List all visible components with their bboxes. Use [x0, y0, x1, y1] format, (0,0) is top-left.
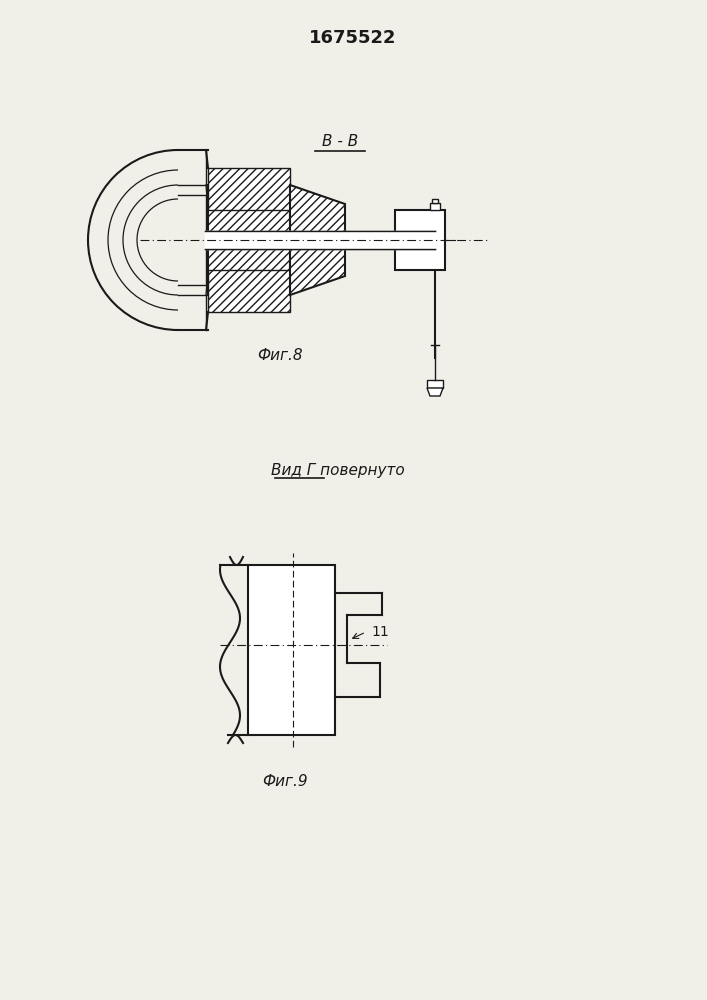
- Bar: [395, 210, 445, 270]
- Text: 1675522: 1675522: [309, 29, 397, 47]
- Bar: [208, 168, 290, 210]
- Bar: [427, 380, 443, 388]
- Text: Фиг.9: Фиг.9: [262, 774, 308, 790]
- Polygon shape: [427, 388, 443, 396]
- Bar: [432, 199, 438, 203]
- Polygon shape: [290, 185, 345, 295]
- Text: 11: 11: [371, 625, 389, 639]
- Bar: [208, 270, 290, 312]
- Bar: [430, 203, 440, 210]
- Text: В - В: В - В: [322, 134, 358, 149]
- Bar: [248, 565, 335, 735]
- Text: Вид Г повернуто: Вид Г повернуто: [271, 462, 405, 478]
- Text: Фиг.8: Фиг.8: [257, 348, 303, 362]
- Bar: [208, 185, 290, 295]
